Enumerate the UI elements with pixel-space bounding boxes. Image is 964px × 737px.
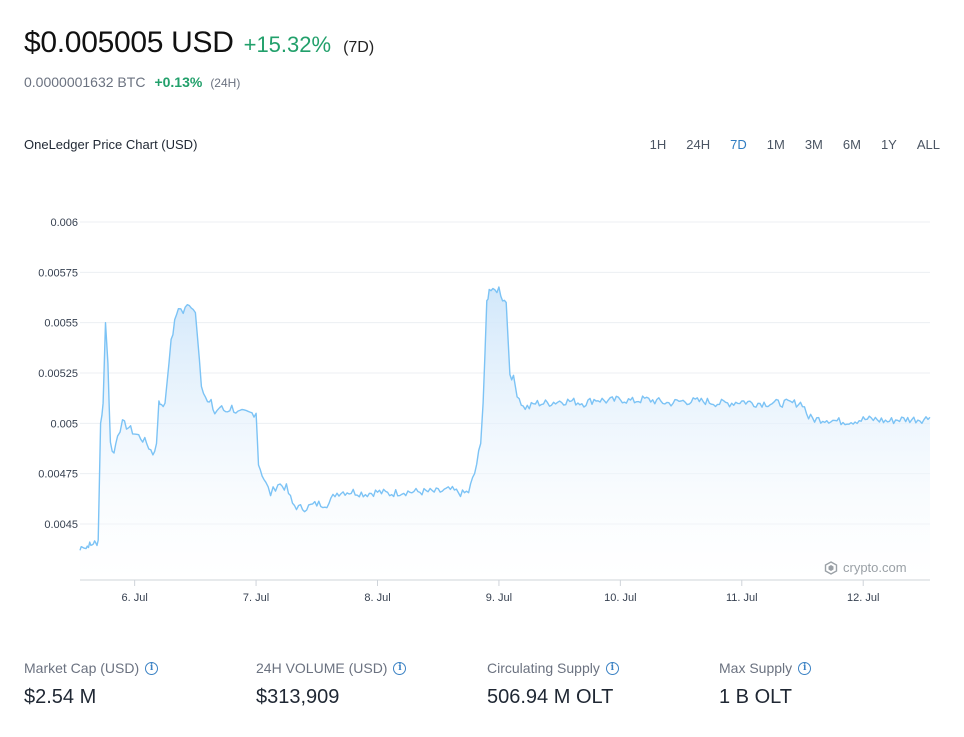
stats-row: Market Cap (USD) i $2.54 M 24H VOLUME (US… — [24, 660, 954, 720]
y-tick-label: 0.0055 — [44, 318, 78, 330]
stat-label: Max Supply — [719, 660, 793, 676]
price-header: $0.005005 USD +15.32% (7D) — [24, 26, 374, 60]
stat-value: $2.54 M — [24, 686, 97, 708]
range-1y[interactable]: 1Y — [880, 137, 897, 152]
info-icon[interactable]: i — [393, 661, 407, 675]
price-btc: 0.0000001632 BTC — [24, 74, 146, 90]
stat-value: 506.94 M OLT — [487, 686, 614, 708]
change-period: (7D) — [343, 39, 375, 56]
info-icon[interactable]: i — [145, 661, 159, 675]
y-tick-label: 0.005 — [50, 418, 78, 430]
btc-price-row: 0.0000001632 BTC +0.13% (24H) — [24, 74, 240, 90]
range-1m[interactable]: 1M — [766, 137, 785, 152]
range-24h[interactable]: 24H — [686, 137, 711, 152]
stat-max-supply: Max Supply i 1 B OLT — [719, 660, 812, 709]
x-tick-label: 10. Jul — [604, 592, 636, 604]
x-tick-label: 12. Jul — [847, 592, 879, 604]
range-3m[interactable]: 3M — [804, 137, 823, 152]
x-tick-label: 7. Jul — [243, 592, 269, 604]
price-change-7d: +15.32% — [243, 32, 332, 57]
x-tick-label: 8. Jul — [364, 592, 390, 604]
y-tick-label: 0.00475 — [38, 469, 78, 481]
info-icon[interactable]: i — [605, 661, 619, 675]
price-area-fill — [80, 287, 930, 580]
stat-label: Circulating Supply — [487, 660, 600, 676]
price-line — [79, 286, 931, 551]
chart-title: OneLedger Price Chart (USD) — [24, 137, 198, 152]
x-tick-label: 6. Jul — [121, 592, 147, 604]
range-7d[interactable]: 7D — [730, 137, 747, 152]
range-all[interactable]: ALL — [916, 137, 940, 152]
stat-volume: 24H VOLUME (USD) i $313,909 — [256, 660, 407, 709]
x-tick-label: 11. Jul — [726, 592, 758, 604]
y-tick-label: 0.0045 — [44, 519, 78, 531]
range-1h[interactable]: 1H — [649, 137, 667, 152]
y-tick-label: 0.00575 — [38, 267, 78, 279]
crypto-logo-icon — [824, 560, 838, 575]
y-tick-label: 0.006 — [50, 217, 78, 229]
stat-value: $313,909 — [256, 686, 340, 708]
price-chart[interactable]: 0.0045 0.00475 0.005 0.00525 0.0055 0.00575 0.… — [0, 190, 964, 620]
time-range-selector: 1H 24H 7D 1M 3M 6M 1Y ALL — [630, 137, 940, 152]
stat-label: Market Cap (USD) — [24, 660, 140, 676]
stat-label: 24H VOLUME (USD) — [256, 660, 388, 676]
stat-market-cap: Market Cap (USD) i $2.54 M — [24, 660, 159, 709]
crypto-watermark: crypto.com — [824, 560, 907, 575]
x-tick-label: 9. Jul — [486, 592, 512, 604]
info-icon[interactable]: i — [798, 661, 812, 675]
chart-area — [79, 286, 931, 580]
stat-value: 1 B OLT — [719, 686, 792, 708]
price-usd: $0.005005 USD — [24, 26, 234, 59]
chart-axes: 0.0045 0.00475 0.005 0.00525 0.0055 0.00575 0.… — [38, 217, 930, 604]
btc-change-period: (24H) — [210, 76, 241, 90]
watermark-text: crypto.com — [843, 560, 907, 575]
range-6m[interactable]: 6M — [842, 137, 861, 152]
stat-circulating-supply: Circulating Supply i 506.94 M OLT — [487, 660, 619, 709]
y-tick-label: 0.00525 — [38, 368, 78, 380]
btc-change-24h: +0.13% — [154, 74, 203, 90]
